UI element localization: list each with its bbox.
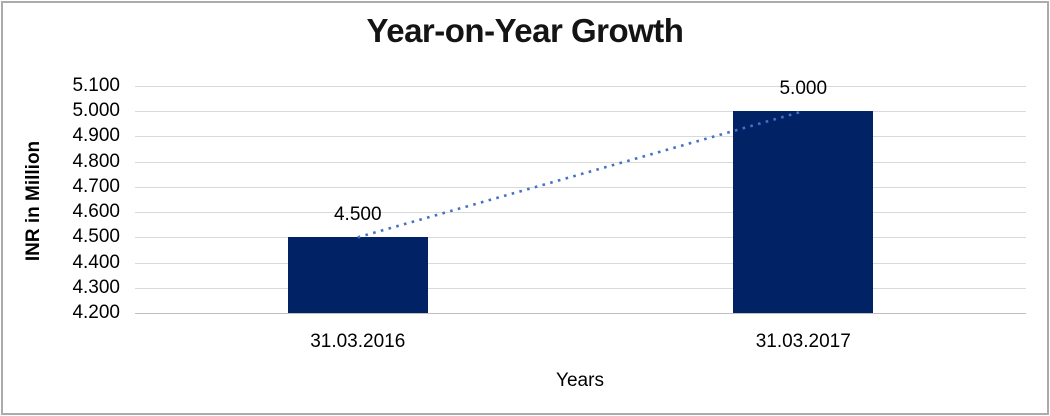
- gridline: [135, 86, 1026, 87]
- x-axis-title: Years: [556, 370, 604, 391]
- x-tick-label: 31.03.2017: [755, 331, 851, 352]
- x-tick-label: 31.03.2016: [310, 331, 406, 352]
- y-tick-label: 4.900: [72, 125, 120, 147]
- bar: [733, 111, 874, 313]
- y-tick-label: 5.100: [72, 75, 120, 96]
- gridline: [135, 136, 1026, 138]
- y-tick-label: 4.500: [72, 226, 120, 248]
- y-tick-label: 4.600: [72, 201, 120, 223]
- gridline: [135, 161, 1026, 163]
- gridline: [135, 111, 1026, 113]
- chart-title: Year-on-Year Growth: [366, 12, 684, 49]
- y-tick-label: 4.700: [72, 175, 120, 197]
- y-tick-label: 5.000: [72, 100, 120, 122]
- y-tick-label: 4.200: [72, 302, 120, 323]
- data-label: 4.500: [333, 204, 382, 226]
- trendline: [357, 109, 804, 239]
- gridline: [135, 287, 1026, 289]
- bar: [287, 237, 428, 313]
- y-tick-label: 4.400: [72, 251, 120, 273]
- y-tick-label: 4.300: [72, 276, 120, 298]
- gridline: [135, 262, 1026, 264]
- data-label: 5.000: [779, 78, 828, 100]
- x-axis-line: [135, 313, 1026, 314]
- y-tick-label: 4.800: [72, 150, 120, 172]
- gridline: [135, 186, 1026, 188]
- gridline: [135, 237, 1026, 239]
- gridline: [135, 212, 1026, 214]
